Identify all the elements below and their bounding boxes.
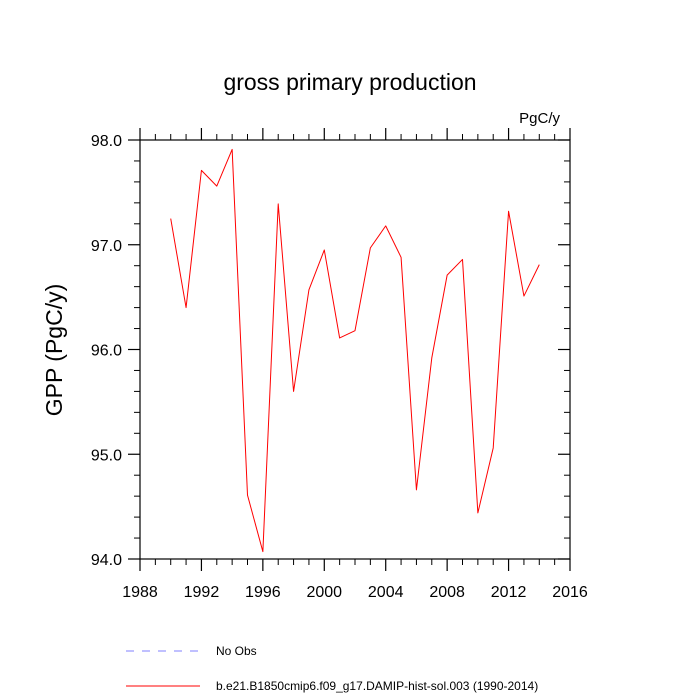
series-line-0 <box>170 148 540 553</box>
x-tick-label: 1988 <box>122 584 158 601</box>
y-tick-label: 98.0 <box>91 133 122 150</box>
series-lines <box>170 148 540 553</box>
legend-label-0: No Obs <box>216 644 257 658</box>
units-label: PgC/y <box>519 110 560 127</box>
y-tick-label: 94.0 <box>91 552 122 569</box>
x-tick-label: 2008 <box>429 584 465 601</box>
legend-label-1: b.e21.B1850cmip6.f09_g17.DAMIP-hist-sol.… <box>216 679 538 693</box>
x-tick-label: 2012 <box>491 584 527 601</box>
tick-labels: 1988 1992 1996 2000 2004 2008 2012 2016 94.0 95.0… <box>91 133 588 601</box>
chart-title: gross primary production <box>223 69 476 95</box>
y-tick-label: 96.0 <box>91 343 122 360</box>
x-tick-label: 2004 <box>368 584 404 601</box>
legend: No Obs b.e21.B1850cmip6.f09_g17.DAMIP-his… <box>126 644 538 693</box>
y-tick-label: 95.0 <box>91 447 122 464</box>
y-tick-label: 97.0 <box>91 238 122 255</box>
x-tick-label: 1992 <box>184 584 220 601</box>
y-axis-label: GPP (PgC/y) <box>41 284 67 417</box>
x-tick-label: 2000 <box>306 584 342 601</box>
plot-frame <box>139 139 571 560</box>
axis-ticks <box>128 128 571 571</box>
x-tick-label: 2016 <box>552 584 588 601</box>
x-tick-label: 1996 <box>245 584 281 601</box>
